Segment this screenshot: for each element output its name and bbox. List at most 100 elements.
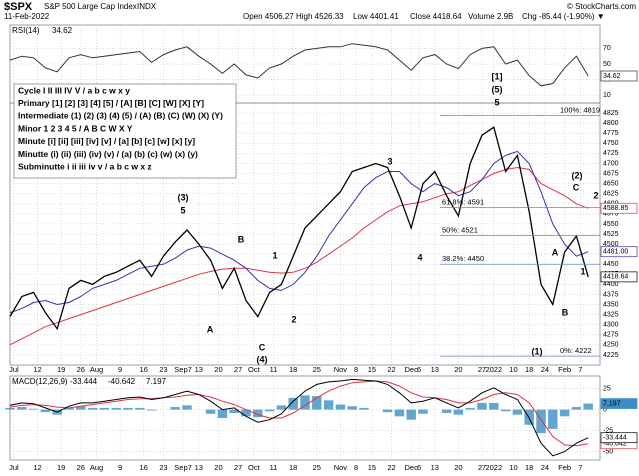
- x-tick-label: 2022: [485, 463, 502, 472]
- legend-entry: Cycle I II III IV V / a b c w x y: [18, 85, 130, 95]
- x-tick-label: Dec: [405, 463, 419, 472]
- histogram-bar: [111, 407, 121, 410]
- x-tick-label: Oct: [248, 365, 261, 374]
- exchange: INDX: [137, 2, 157, 11]
- x-tick-label: 27: [478, 463, 486, 472]
- histogram-bar: [276, 405, 287, 410]
- histogram-bar: [406, 409, 416, 420]
- x-tick-label: 13: [195, 365, 203, 374]
- x-tick-label: Aug: [90, 365, 103, 374]
- quote-field: Volume 2.9B: [468, 12, 513, 21]
- x-tick-label: 15: [368, 463, 376, 472]
- histogram-bar: [536, 409, 546, 434]
- source: © StockCharts.com: [567, 2, 636, 11]
- histogram-bar: [382, 409, 393, 413]
- histogram-bar: [347, 406, 357, 410]
- y-tick-label: 4825: [603, 110, 619, 117]
- wave-label: 5: [180, 205, 185, 215]
- x-tick-label: 2022: [485, 365, 502, 374]
- x-tick-label: 20: [454, 463, 462, 472]
- y-tick-label: 10: [603, 92, 611, 99]
- y-tick-label: 50: [603, 61, 611, 68]
- wave-label: C: [573, 182, 580, 192]
- symbol: $SPX: [4, 1, 33, 13]
- wave-label: (5): [492, 84, 503, 94]
- x-tick-label: 13: [195, 463, 203, 472]
- y-tick-label: 4400: [603, 281, 619, 288]
- legend-entry: Intermediate (1) (2) (3) (4) (5) / (A) (…: [18, 111, 223, 121]
- histogram-bar: [394, 409, 405, 417]
- y-tick-label: -25: [603, 427, 613, 434]
- fib-label: 0%: 4222: [560, 346, 592, 355]
- y-tick-label: 4525: [603, 231, 619, 238]
- y-tick-label: 4775: [603, 130, 619, 137]
- y-tick-label: 4575: [603, 211, 619, 218]
- fib-label: 50%: 4521: [442, 226, 478, 235]
- y-tick-label: 4325: [603, 311, 619, 318]
- last-value-tag: [600, 246, 638, 258]
- x-tick-label: 23: [159, 365, 167, 374]
- wave-label: 1: [580, 266, 585, 276]
- wave-label: (4): [257, 354, 268, 364]
- histogram-bar: [40, 409, 51, 413]
- histogram-bar: [359, 407, 369, 410]
- x-tick-label: 10: [509, 365, 517, 374]
- wave-label: C: [259, 342, 266, 352]
- indicator-value: 7.197: [146, 377, 167, 386]
- histogram-bar: [512, 409, 523, 415]
- histogram-bar: [571, 407, 582, 410]
- quote-field: Chg -85.44 (-1.90%) ▼: [522, 12, 605, 21]
- wave-label: 1: [272, 250, 277, 260]
- histogram-bar: [170, 407, 180, 410]
- x-tick-label: 12: [33, 365, 41, 374]
- fib-label: 100%: 4819: [560, 105, 600, 114]
- x-tick-label: 18: [289, 365, 297, 374]
- y-tick-label: 4225: [603, 352, 619, 359]
- quote-field: High 4526.33: [296, 12, 344, 21]
- indicator-value: -40.642: [108, 377, 136, 386]
- x-tick-label: 16: [140, 365, 148, 374]
- x-tick-label: 24: [541, 463, 549, 472]
- wave-label: A: [207, 324, 214, 334]
- x-tick-label: 22: [387, 463, 395, 472]
- histogram-bar: [87, 407, 98, 410]
- x-tick-label: 19: [57, 365, 65, 374]
- indicator-value: -33.444: [70, 377, 98, 386]
- series-line: [9, 43, 589, 87]
- histogram-bar: [465, 407, 475, 410]
- x-tick-label: 27: [234, 365, 242, 374]
- y-tick-label: 4750: [603, 140, 619, 147]
- fib-label: 38.2%: 4450: [442, 254, 484, 263]
- x-tick-label: 13: [431, 463, 439, 472]
- last-value-tag: [600, 398, 638, 409]
- x-tick-label: 23: [159, 463, 167, 472]
- histogram-bar: [135, 407, 145, 410]
- index-name: S&P 500 Large Cap Index: [44, 2, 137, 11]
- histogram-bar: [217, 409, 228, 418]
- x-tick-label: 27: [478, 365, 486, 374]
- last-value-tag: [600, 432, 638, 444]
- histogram-bar: [64, 407, 74, 410]
- y-tick-label: 25: [603, 385, 611, 392]
- x-tick-label: 26: [77, 463, 85, 472]
- x-tick-label: Oct: [248, 463, 261, 472]
- histogram-bar: [323, 400, 334, 410]
- x-tick-label: 8: [354, 463, 358, 472]
- y-tick-label: 70: [603, 45, 611, 52]
- last-value-tag: [600, 271, 638, 283]
- wave-label: (3): [178, 192, 189, 202]
- x-tick-label: 20: [214, 365, 222, 374]
- histogram-bar: [548, 409, 558, 429]
- x-tick-label: 20: [454, 365, 462, 374]
- histogram-bar: [229, 409, 239, 413]
- x-tick-label: Sep7: [174, 365, 192, 374]
- series-line: [9, 378, 589, 457]
- x-tick-label: 9: [118, 365, 122, 374]
- wave-label: A: [552, 247, 559, 257]
- histogram-bar: [76, 406, 86, 410]
- histogram-bar: [288, 397, 298, 410]
- date: 11-Feb-2022: [4, 12, 50, 21]
- histogram-bar: [300, 395, 310, 410]
- quote-field: Close 4418.64: [410, 12, 462, 21]
